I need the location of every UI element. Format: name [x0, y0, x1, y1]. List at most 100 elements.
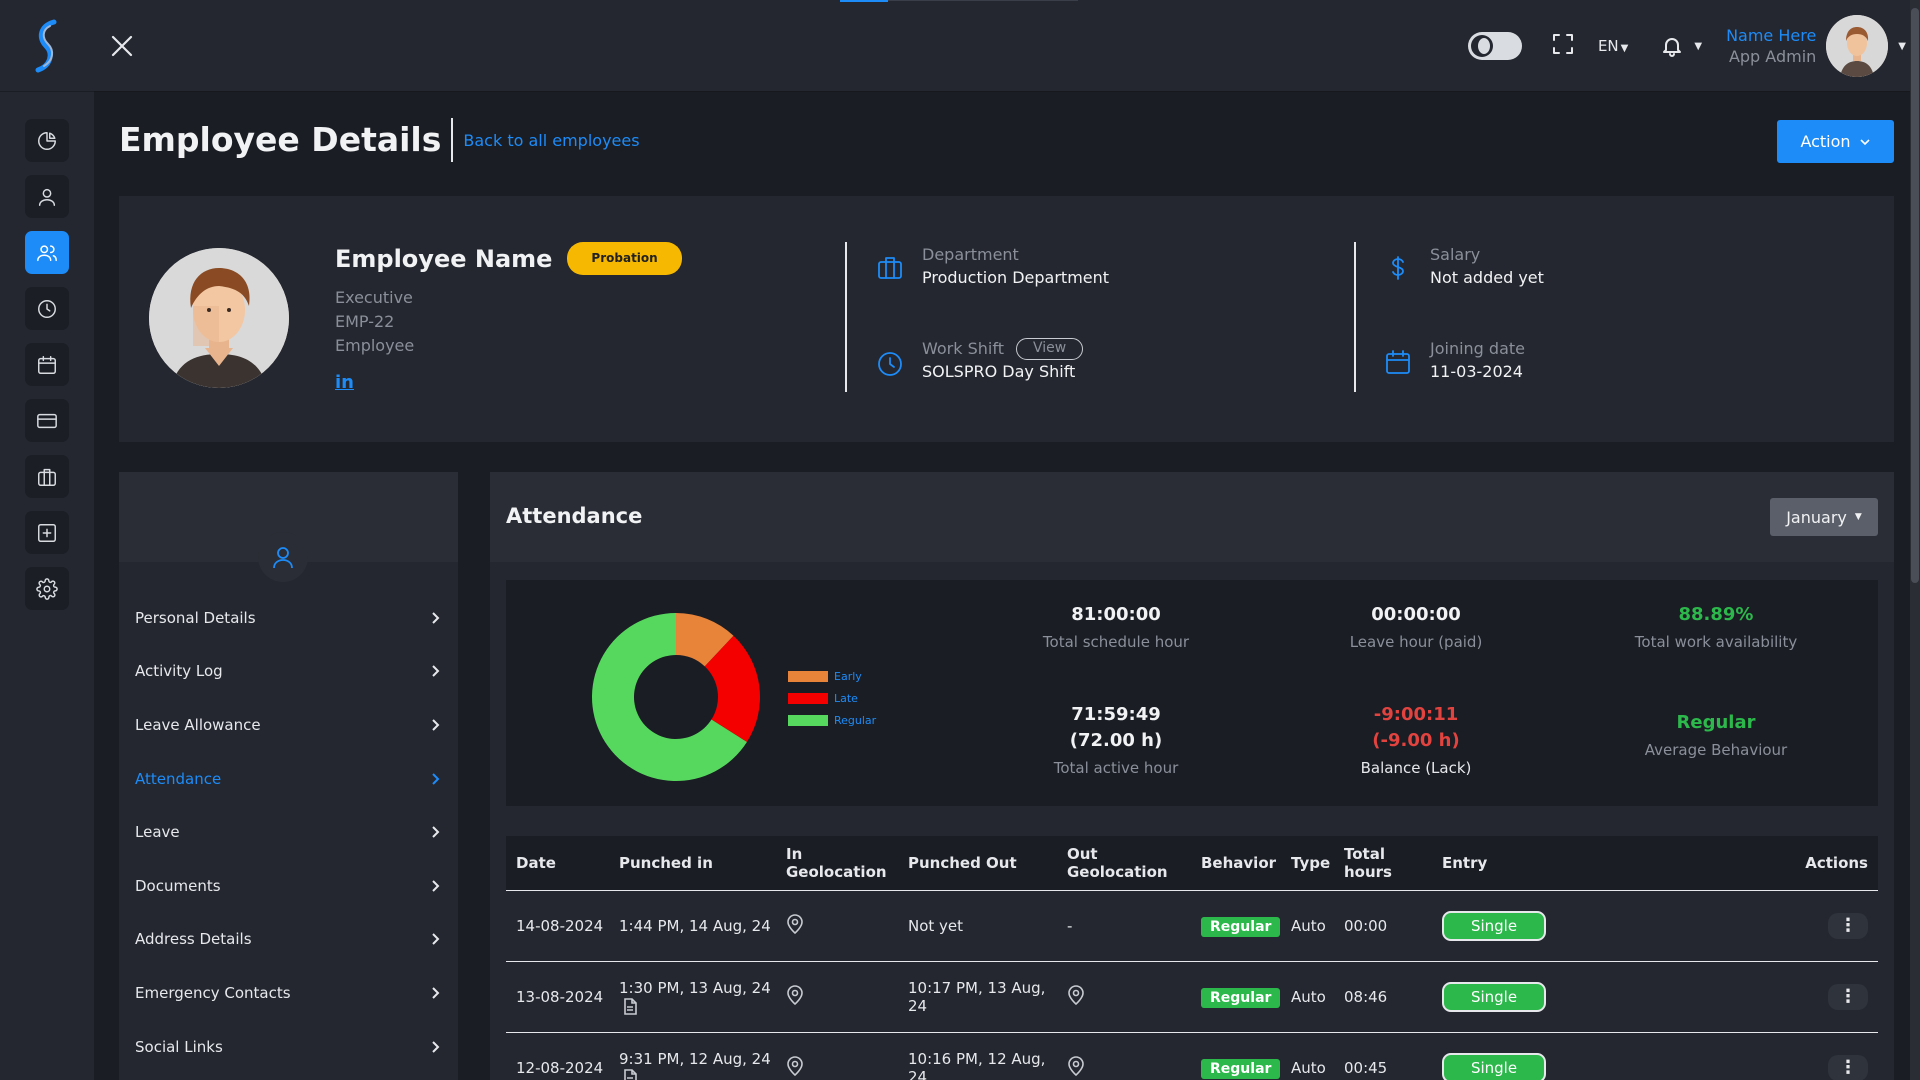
user-name: Name Here: [1726, 26, 1817, 45]
user-menu[interactable]: Name Here App Admin: [1726, 26, 1816, 66]
cell-type: Auto: [1281, 1032, 1334, 1080]
map-pin-icon: [787, 984, 803, 1005]
employee-avatar: [149, 248, 289, 388]
bell-icon: [1663, 38, 1682, 57]
salary-value: Not added yet: [1430, 268, 1544, 287]
menu-item-label: Attendance: [135, 769, 222, 788]
chevron-down-icon[interactable]: ▼: [1898, 40, 1906, 52]
menu-item-emergency-contacts[interactable]: Emergency Contacts: [119, 966, 458, 1020]
app-sidebar: [0, 0, 94, 1080]
map-pin-icon: [1068, 1055, 1084, 1076]
stat-balance: -9:00:11 (-9.00 h) Balance (Lack): [1296, 702, 1536, 782]
menu-item-social-links[interactable]: Social Links: [119, 1020, 458, 1074]
row-actions-button[interactable]: ⋮: [1828, 912, 1868, 939]
stat-value: 88.89%: [1678, 604, 1754, 625]
donut-slice-early[interactable]: [676, 613, 734, 667]
row-actions-button[interactable]: ⋮: [1828, 1054, 1868, 1080]
language-selector[interactable]: EN ▼: [1598, 37, 1628, 55]
nav-add[interactable]: [25, 511, 69, 554]
plus-square-icon: [38, 523, 56, 542]
attendance-panel: Attendance January ▼ Early Late Regular …: [490, 472, 1894, 1080]
users-icon: [37, 244, 57, 261]
scrollbar-thumb[interactable]: [1911, 8, 1919, 583]
action-button[interactable]: Action: [1777, 120, 1894, 163]
stat-average-behaviour: Regular Average Behaviour: [1596, 710, 1836, 764]
nav-profile[interactable]: [25, 175, 69, 218]
behavior-badge: Regular: [1201, 1058, 1281, 1079]
attendance-summary: Early Late Regular 81:00:00 Total schedu…: [506, 580, 1878, 806]
view-work-shift-button[interactable]: View: [1015, 338, 1084, 360]
kebab-icon: ⋮: [1839, 986, 1857, 1007]
row-actions-button[interactable]: ⋮: [1828, 983, 1868, 1010]
menu-item-leave[interactable]: Leave: [119, 805, 458, 859]
fullscreen-button[interactable]: [1551, 32, 1575, 60]
employee-designation: Executive: [335, 288, 413, 307]
logo-icon: [35, 19, 57, 72]
close-sidebar-button[interactable]: [108, 32, 136, 60]
nav-departments[interactable]: [25, 455, 69, 498]
legend-item: Regular: [788, 709, 876, 731]
action-label: Action: [1800, 132, 1851, 151]
entry-badge[interactable]: Single: [1442, 981, 1546, 1012]
calendar-icon: [1386, 350, 1410, 374]
employee-name-row: Employee Name Probation: [335, 242, 682, 275]
page-title: Employee Details: [119, 118, 454, 162]
entry-badge[interactable]: Single: [1442, 1052, 1546, 1080]
menu-item-leave-allowance[interactable]: Leave Allowance: [119, 698, 458, 752]
note-icon[interactable]: [623, 997, 637, 1015]
user-icon: [273, 547, 293, 569]
page-scrollbar[interactable]: [1910, 0, 1920, 1080]
menu-item-address-details[interactable]: Address Details: [119, 913, 458, 967]
donut-slice-late[interactable]: [704, 635, 760, 743]
menu-item-documents[interactable]: Documents: [119, 859, 458, 913]
app-logo[interactable]: [0, 0, 94, 92]
in-geolocation-button[interactable]: [776, 961, 898, 1033]
stat-work-availability: 88.89% Total work availability: [1596, 602, 1836, 656]
gear-icon: [36, 577, 58, 600]
menu-item-attendance[interactable]: Attendance: [119, 752, 458, 806]
avatar[interactable]: [1826, 15, 1889, 77]
chevron-down-icon: [1859, 138, 1870, 145]
out-geolocation-button[interactable]: [1057, 961, 1191, 1033]
nav-payroll[interactable]: [25, 399, 69, 442]
punched-in-time: 1:30 PM, 13 Aug, 24: [619, 978, 771, 997]
cell-behavior: Regular: [1191, 961, 1281, 1033]
column-header: Behavior: [1191, 836, 1281, 891]
linkedin-icon[interactable]: in: [335, 372, 354, 393]
user-icon: [38, 188, 56, 206]
donut-slice-regular[interactable]: [592, 613, 747, 781]
menu-item-label: Activity Log: [135, 662, 223, 681]
month-selector[interactable]: January ▼: [1770, 498, 1878, 536]
in-geolocation-button[interactable]: [776, 1032, 898, 1080]
notifications-button[interactable]: ▼: [1660, 34, 1702, 58]
nav-dashboard[interactable]: [25, 119, 69, 162]
punched-in-time: 1:44 PM, 14 Aug, 24: [619, 916, 771, 935]
nav-settings[interactable]: [25, 567, 69, 610]
out-geolocation-button[interactable]: [1057, 1032, 1191, 1080]
back-to-employees-link[interactable]: Back to all employees: [463, 130, 640, 150]
map-pin-icon: [787, 1055, 803, 1076]
department-info: Department Production Department: [876, 244, 1109, 290]
stat-subvalue: (72.00 h): [1069, 730, 1163, 751]
salary-info: Salary Not added yet: [1384, 244, 1544, 290]
legend-swatch: [788, 692, 828, 704]
chevron-down-icon: ▼: [1620, 43, 1629, 54]
moon-icon: [1470, 35, 1493, 57]
in-geolocation-button[interactable]: [776, 890, 898, 962]
nav-attendance[interactable]: [25, 287, 69, 330]
menu-item-label: Leave: [135, 823, 180, 842]
menu-item-personal-details[interactable]: Personal Details: [119, 591, 458, 645]
cell-out-geolocation: -: [1057, 890, 1191, 962]
note-icon[interactable]: [623, 1068, 637, 1080]
column-header: Out Geolocation: [1057, 836, 1191, 891]
department-label: Department: [922, 245, 1019, 264]
work-shift-label: Work Shift: [922, 339, 1004, 358]
nav-employees[interactable]: [25, 231, 69, 274]
credit-card-icon: [37, 413, 57, 428]
entry-badge[interactable]: Single: [1442, 910, 1546, 941]
behavior-badge: Regular: [1201, 987, 1281, 1008]
nav-leave[interactable]: [25, 343, 69, 386]
theme-toggle[interactable]: [1467, 32, 1522, 60]
legend-label: Late: [834, 691, 858, 705]
menu-item-activity-log[interactable]: Activity Log: [119, 645, 458, 699]
